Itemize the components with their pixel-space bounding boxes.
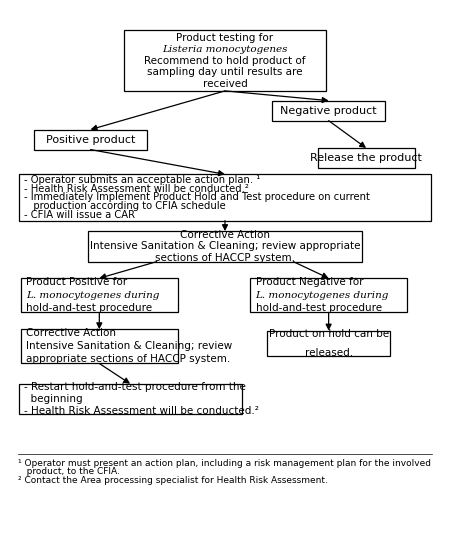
Text: Product Negative for: Product Negative for xyxy=(256,277,363,287)
Text: Recommend to hold product of: Recommend to hold product of xyxy=(144,56,306,66)
Text: hold-and-test procedure: hold-and-test procedure xyxy=(27,303,153,313)
Text: - Immediately Implement Product Hold and Test procedure on current: - Immediately Implement Product Hold and… xyxy=(24,192,370,202)
Text: appropriate sections of HACCP system.: appropriate sections of HACCP system. xyxy=(27,354,230,365)
Text: released.: released. xyxy=(305,348,353,358)
FancyBboxPatch shape xyxy=(19,175,431,221)
FancyBboxPatch shape xyxy=(19,384,242,414)
FancyBboxPatch shape xyxy=(88,231,362,262)
Text: Product Positive for: Product Positive for xyxy=(27,277,127,287)
Text: L. monocytogenes during: L. monocytogenes during xyxy=(27,291,160,300)
FancyBboxPatch shape xyxy=(272,100,385,121)
Text: product, to the CFIA.: product, to the CFIA. xyxy=(18,467,120,476)
Text: ² Contact the Area processing specialist for Health Risk Assessment.: ² Contact the Area processing specialist… xyxy=(18,476,328,485)
Text: Intensive Sanitation & Cleaning; review appropriate: Intensive Sanitation & Cleaning; review … xyxy=(90,242,360,251)
Text: production according to CFIA schedule: production according to CFIA schedule xyxy=(24,201,226,211)
Text: Release the product: Release the product xyxy=(310,153,422,163)
FancyBboxPatch shape xyxy=(250,278,407,313)
Text: Intensive Sanitation & Cleaning; review: Intensive Sanitation & Cleaning; review xyxy=(27,342,233,351)
Text: Positive product: Positive product xyxy=(46,135,135,144)
FancyBboxPatch shape xyxy=(318,148,414,168)
Text: Listeria monocytogenes: Listeria monocytogenes xyxy=(162,45,288,54)
Text: ¹ Operator must present an action plan, including a risk management plan for the: ¹ Operator must present an action plan, … xyxy=(18,459,431,468)
Text: - Operator submits an acceptable action plan. ¹: - Operator submits an acceptable action … xyxy=(24,175,261,185)
Text: Product on hold can be: Product on hold can be xyxy=(269,329,389,339)
Text: Corrective Action: Corrective Action xyxy=(27,329,117,338)
Text: Product testing for: Product testing for xyxy=(176,33,274,42)
FancyBboxPatch shape xyxy=(267,331,391,356)
Text: sampling day until results are: sampling day until results are xyxy=(147,67,303,77)
Text: - Health Risk Assessment will be conducted.²: - Health Risk Assessment will be conduct… xyxy=(24,405,259,416)
FancyBboxPatch shape xyxy=(124,31,326,91)
Text: - Health Risk Assessment will be conducted.²: - Health Risk Assessment will be conduct… xyxy=(24,184,249,194)
Text: - CFIA will issue a CAR: - CFIA will issue a CAR xyxy=(24,210,135,220)
FancyBboxPatch shape xyxy=(21,278,178,313)
FancyBboxPatch shape xyxy=(21,329,178,364)
Text: Negative product: Negative product xyxy=(280,106,377,115)
Text: beginning: beginning xyxy=(24,394,83,404)
Text: L. monocytogenes during: L. monocytogenes during xyxy=(256,291,389,300)
FancyBboxPatch shape xyxy=(34,129,147,150)
Text: hold-and-test procedure: hold-and-test procedure xyxy=(256,303,382,313)
Text: Corrective Action: Corrective Action xyxy=(180,230,270,240)
Text: - Restart hold-and-test procedure from the: - Restart hold-and-test procedure from t… xyxy=(24,382,246,393)
Text: sections of HACCP system.: sections of HACCP system. xyxy=(155,253,295,263)
Text: received: received xyxy=(202,78,248,89)
